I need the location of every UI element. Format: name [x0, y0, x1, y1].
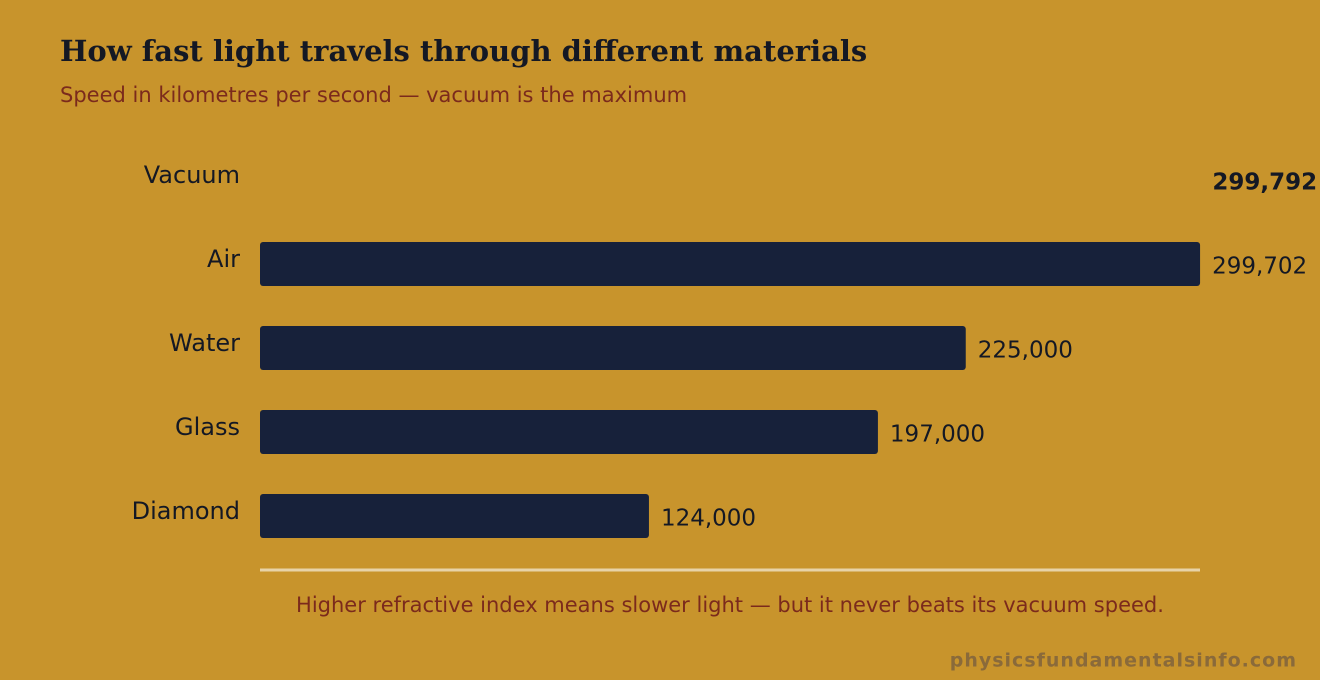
- category-label: Air: [207, 245, 240, 273]
- category-label: Diamond: [132, 497, 240, 525]
- bar: [260, 242, 1201, 286]
- annotation: Higher refractive index means slower lig…: [296, 593, 1164, 617]
- value-label: 299,702: [1212, 254, 1307, 280]
- value-label: 225,000: [978, 338, 1073, 364]
- bar: [260, 410, 878, 454]
- value-label: 124,000: [661, 506, 756, 532]
- bar: [260, 158, 1201, 202]
- bar: [260, 494, 649, 538]
- category-label: Glass: [175, 413, 240, 441]
- chart-title: How fast light travels through different…: [60, 34, 867, 68]
- chart-subtitle: Speed in kilometres per second — vacuum …: [60, 83, 687, 107]
- value-label: 299,792: [1212, 170, 1317, 196]
- category-label: Water: [169, 329, 240, 357]
- value-label: 197,000: [890, 422, 985, 448]
- bar: [260, 326, 966, 370]
- category-label: Vacuum: [144, 161, 240, 189]
- source: physicsfundamentalsinfo.com: [950, 650, 1297, 672]
